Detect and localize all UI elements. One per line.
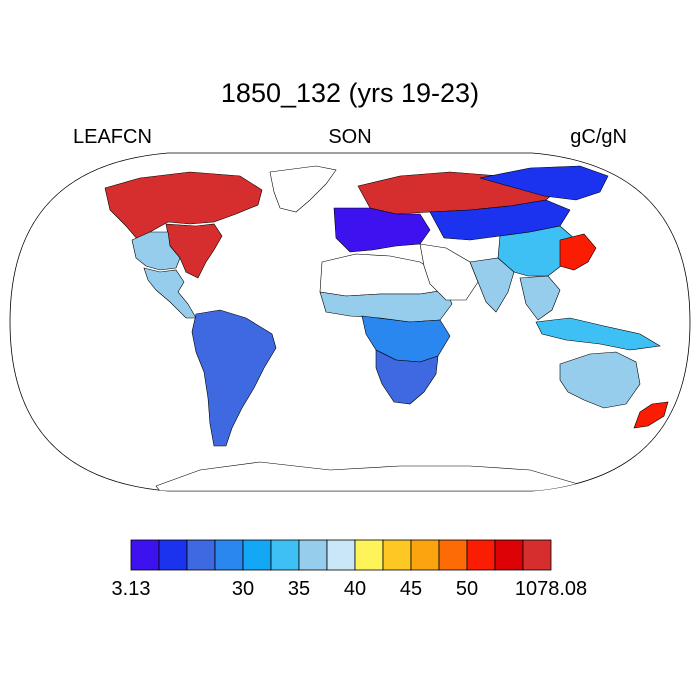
colorbar-box-1 bbox=[158, 539, 188, 571]
colorbar-box-4 bbox=[242, 539, 272, 571]
colorbar-tick-label: 45 bbox=[400, 578, 422, 600]
colorbar-box-12 bbox=[466, 539, 496, 571]
region-indonesia bbox=[535, 317, 661, 351]
colorbar-box-0 bbox=[130, 539, 160, 571]
colorbar-box-14 bbox=[522, 539, 552, 571]
region-southern-africa bbox=[375, 349, 439, 405]
colorbar-tick-label: 1078.08 bbox=[515, 578, 587, 600]
region-australia bbox=[559, 351, 641, 409]
region-south-america bbox=[191, 309, 277, 447]
region-canada-boreal bbox=[104, 171, 263, 241]
colorbar-box-9 bbox=[382, 539, 412, 571]
colorbar-box-11 bbox=[438, 539, 468, 571]
region-antarctica bbox=[155, 461, 579, 491]
region-east-china bbox=[559, 233, 597, 271]
colorbar-tick-label: 30 bbox=[232, 578, 254, 600]
region-mexico-central-america bbox=[143, 267, 197, 319]
colorbar-box-6 bbox=[298, 539, 328, 571]
colorbar-tick-label: 3.13 bbox=[112, 578, 151, 600]
region-greenland bbox=[269, 165, 337, 213]
colorbar-tick-label: 50 bbox=[456, 578, 478, 600]
region-middle-east-arabia bbox=[419, 243, 479, 301]
region-siberia bbox=[479, 165, 609, 201]
variable-label: LEAFCN bbox=[73, 126, 152, 148]
colorbar-box-13 bbox=[494, 539, 524, 571]
plot-title: 1850_132 (yrs 19-23) bbox=[220, 78, 480, 108]
region-sahel bbox=[319, 289, 453, 323]
colorbar-box-7 bbox=[326, 539, 356, 571]
colorbar-box-5 bbox=[270, 539, 300, 571]
region-western-usa bbox=[131, 231, 181, 271]
region-new-zealand bbox=[633, 401, 669, 429]
colorbar-box-8 bbox=[354, 539, 384, 571]
colorbar-tick-label: 40 bbox=[344, 578, 366, 600]
region-se-asia bbox=[519, 275, 561, 321]
units-label: gC/gN bbox=[570, 126, 627, 148]
colorbar-box-2 bbox=[186, 539, 216, 571]
season-label: SON bbox=[328, 126, 372, 148]
region-china bbox=[497, 225, 577, 277]
colorbar-tick-label: 35 bbox=[288, 578, 310, 600]
colorbar-box-3 bbox=[214, 539, 244, 571]
colorbar-box-10 bbox=[410, 539, 440, 571]
